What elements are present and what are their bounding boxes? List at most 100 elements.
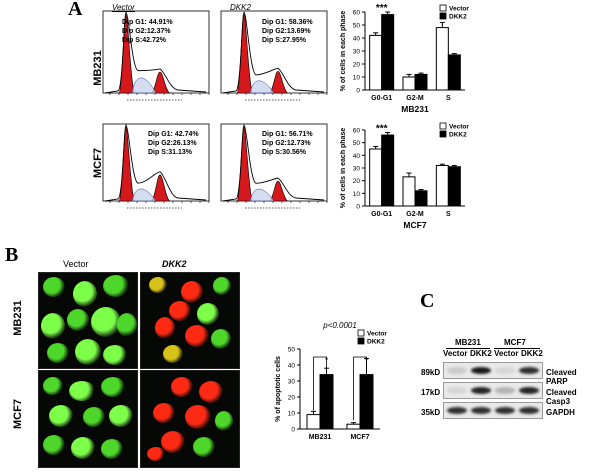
legend-swatch-vector [439, 4, 447, 12]
stat-g1: Dip G1: 44.91% [122, 19, 173, 26]
cell-blob [161, 431, 185, 453]
panel-letter-c: C [420, 290, 435, 312]
bar-dkk2-g0-g1 [381, 14, 395, 91]
x-tick-label: G2-M [406, 211, 424, 218]
protein-gapdh: GAPDH [546, 408, 575, 417]
significance-stars: *** [376, 124, 388, 135]
panel-letter-a: A [68, 0, 83, 20]
y-tick-label: 60 [353, 10, 361, 17]
y-tick-label: 40 [288, 363, 296, 370]
g2-peak [268, 70, 289, 94]
protein-cleaved-casp3: Cleaved Casp3 [546, 388, 577, 406]
cell-blob [103, 345, 127, 365]
bar-chart-mb231-cell-cycle: 0 10 20 30 40 50 60 % of cells in each phase G0-… [340, 3, 469, 114]
condition-label-dkk2: DKK2 [230, 3, 251, 12]
cell-blob [67, 309, 89, 331]
micro-row-label-mcf7: MCF7 [12, 399, 24, 429]
micrograph-mb231-dkk2 [140, 272, 240, 369]
cell-blob [101, 377, 125, 397]
cell-blob [213, 277, 231, 295]
x-axis-title: MB231 [401, 104, 429, 114]
blot-band [471, 407, 491, 414]
x-tick-label: MCF7 [350, 434, 369, 441]
y-tick-label: 30 [288, 379, 296, 386]
cell-blob [83, 407, 105, 427]
cell-blob [155, 317, 175, 339]
group-underline-mcf7 [494, 348, 540, 349]
blot-band [519, 387, 539, 394]
blot-band [471, 367, 491, 374]
y-tick-label: 10 [353, 75, 361, 82]
marker-17kd: 17kD [421, 388, 441, 397]
lane-label-2: DKK2 [470, 349, 492, 358]
bar-vector-g2-m [402, 76, 416, 91]
cell-blob [75, 339, 101, 365]
stat-s: Dip S:27.95% [262, 37, 306, 44]
micro-row-label-mb231: MB231 [12, 300, 24, 336]
y-tick-label: 20 [353, 62, 361, 69]
bar-vector-s [435, 27, 449, 91]
cell-blob [41, 313, 65, 339]
g2-peak [150, 174, 171, 202]
bar-dkk2-mb231 [319, 374, 334, 430]
legend-swatch-vector [357, 329, 365, 337]
lane-label-4: DKK2 [521, 349, 543, 358]
stat-g1: Dip G1: 58.36% [262, 19, 313, 26]
cell-blob [91, 307, 121, 337]
micrograph-mb231-vector [38, 272, 138, 369]
group-underline-mb231 [446, 348, 490, 349]
y-tick-label: 40 [353, 153, 361, 160]
cell-blob [215, 411, 233, 431]
x-tick-label: G0-G1 [371, 211, 392, 218]
significance-bracket: * [353, 356, 368, 421]
cell-blob [43, 435, 65, 455]
legend-swatch-vector [439, 122, 447, 130]
legend-label-vector: Vector [449, 6, 469, 13]
legend-label-dkk2: DKK2 [449, 14, 467, 21]
bar-vector-mcf7 [346, 423, 361, 430]
y-tick-label: 30 [353, 49, 361, 56]
y-tick-label: 10 [288, 411, 296, 418]
histogram-stats-mcf7-vector: Dip G1: 42.74% Dip G2:26.13% Dip S:31.13… [148, 130, 199, 157]
y-tick-label: 40 [353, 36, 361, 43]
blot-band [447, 367, 467, 374]
cell-blob [197, 303, 219, 325]
legend-swatch-dkk2 [439, 12, 447, 20]
s-phase-area [249, 188, 275, 202]
cell-blob [43, 277, 65, 297]
bar-vector-g0-g1 [369, 148, 383, 207]
cell-blob [73, 281, 97, 307]
legend-swatch-dkk2 [357, 337, 365, 345]
blot-band [495, 367, 515, 374]
stat-g2: Dip G2:13.69% [262, 28, 311, 35]
blot-band [495, 407, 515, 414]
cell-blob [71, 437, 95, 459]
s-phase-area [249, 80, 275, 94]
histogram-stats-mb231-vector: Dip G1: 44.91% Dip G2:12.37% Dip S:42.72… [122, 18, 173, 45]
s-phase-area [131, 188, 157, 202]
y-tick-label: 10 [353, 191, 361, 198]
cell-blob [69, 381, 95, 401]
y-tick-label: 0 [356, 204, 360, 211]
histogram-mb231-vector [102, 10, 210, 101]
significance-stars: *** [376, 3, 388, 14]
cell-blob [147, 447, 165, 461]
legend-label-vector: Vector [367, 331, 387, 338]
stat-g2: Dip G2:12.37% [122, 28, 171, 35]
y-tick-label: 50 [353, 23, 361, 30]
micro-label-vector: Vector [63, 259, 89, 269]
blot-group-mb231: MB231 [455, 338, 481, 347]
cell-blob [169, 301, 191, 321]
stat-g2: Dip G2:26.13% [148, 140, 197, 147]
lane-label-1: Vector [443, 349, 468, 358]
cell-blob [199, 381, 223, 403]
cell-blob [171, 377, 193, 397]
blot-band [447, 407, 467, 414]
y-tick-label: 60 [353, 128, 361, 135]
blot-band [471, 387, 491, 394]
micrograph-mcf7-dkk2 [140, 370, 240, 468]
stat-g2: Dip G2:12.73% [262, 140, 311, 147]
condition-label-vector: Vector [112, 3, 135, 12]
bar-vector-g2-m [402, 176, 416, 207]
cell-blob [43, 377, 63, 395]
